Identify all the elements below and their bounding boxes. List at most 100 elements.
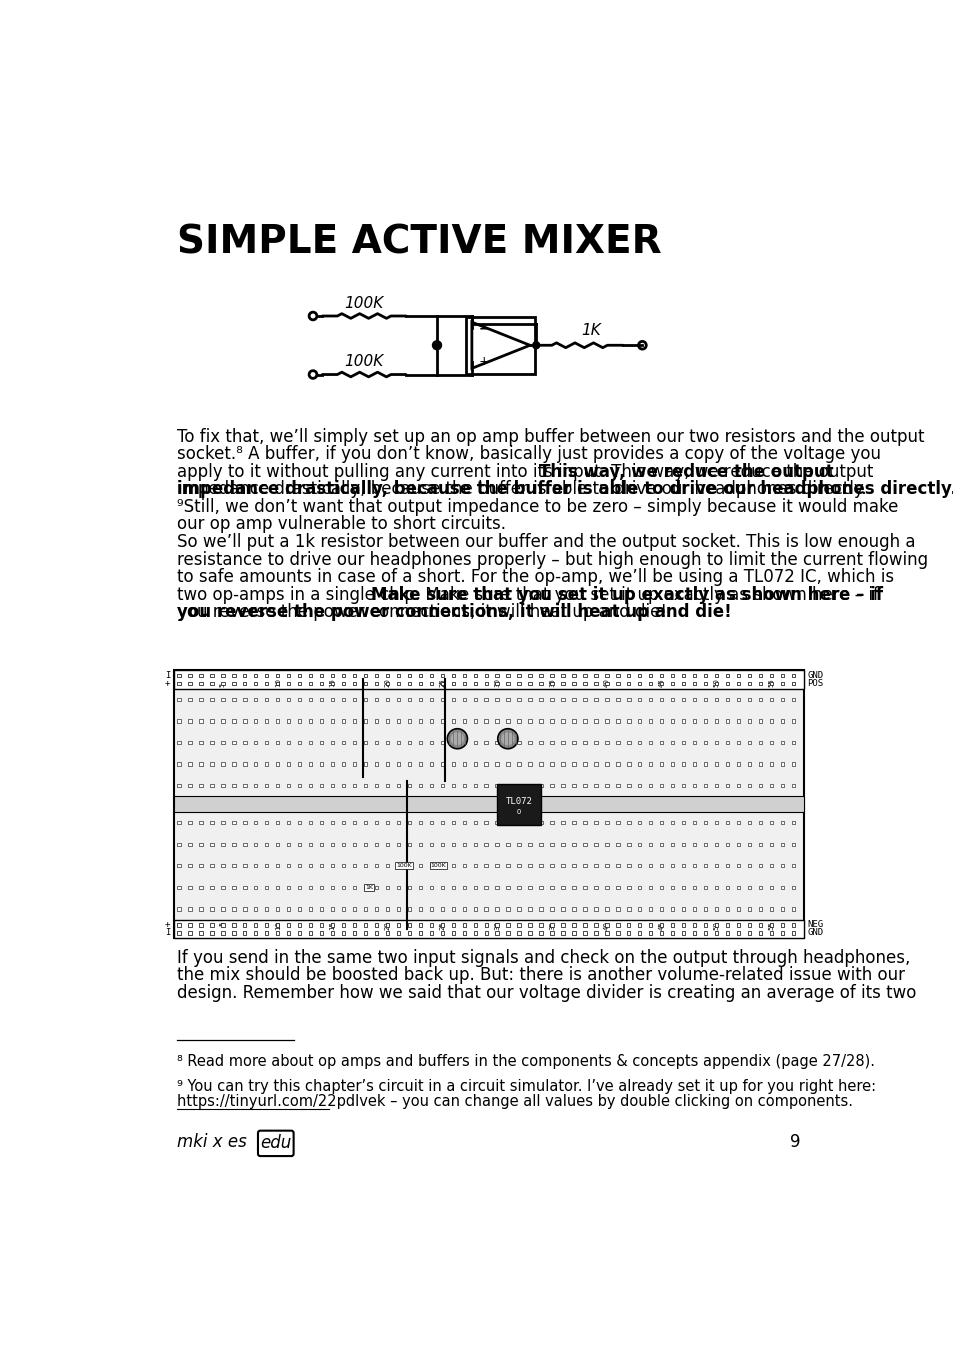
Bar [528, 821, 531, 825]
Bar [451, 886, 455, 890]
Bar [188, 907, 192, 911]
Text: edu: edu [260, 1134, 291, 1153]
Bar [232, 907, 235, 911]
Text: design. Remember how we said that our voltage divider is creating an average of : design. Remember how we said that our vo… [177, 984, 916, 1002]
Bar [604, 923, 608, 926]
Bar [188, 886, 192, 890]
Bar [484, 674, 487, 678]
Bar [582, 682, 586, 686]
Bar [550, 720, 553, 722]
Bar [440, 698, 443, 701]
Bar [484, 931, 487, 934]
Bar [736, 864, 740, 868]
Bar [188, 763, 192, 765]
Bar [692, 784, 696, 787]
Bar [714, 821, 718, 825]
Bar [440, 784, 443, 787]
Bar [440, 682, 443, 686]
Bar [199, 784, 202, 787]
Bar [528, 698, 531, 701]
Bar [396, 682, 399, 686]
Bar [528, 907, 531, 911]
Bar [177, 864, 180, 868]
Bar [319, 842, 323, 846]
Bar [210, 784, 213, 787]
Bar [703, 923, 706, 926]
Bar [265, 886, 268, 890]
Bar [232, 886, 235, 890]
Bar [484, 907, 487, 911]
Bar [681, 907, 684, 911]
Bar [582, 674, 586, 678]
Bar [199, 842, 202, 846]
Bar [319, 864, 323, 868]
Text: 20: 20 [384, 921, 390, 930]
Bar [385, 682, 389, 686]
Bar [659, 907, 662, 911]
Bar [199, 886, 202, 890]
Bar [173, 670, 803, 688]
Bar [692, 674, 696, 678]
Bar [538, 720, 542, 722]
Bar [528, 763, 531, 765]
Bar [275, 907, 279, 911]
Bar [725, 907, 728, 911]
Bar [714, 907, 718, 911]
Bar [253, 720, 257, 722]
Bar [714, 784, 718, 787]
Bar [341, 698, 345, 701]
Bar [506, 907, 509, 911]
Bar [681, 763, 684, 765]
Bar [319, 741, 323, 744]
Bar [440, 842, 443, 846]
Text: 5: 5 [219, 683, 226, 687]
Bar [188, 931, 192, 934]
Bar [550, 821, 553, 825]
Text: 15: 15 [329, 678, 335, 687]
Bar [331, 741, 334, 744]
Bar [572, 763, 575, 765]
Bar [331, 720, 334, 722]
Bar [604, 720, 608, 722]
Bar [462, 674, 465, 678]
Bar [407, 886, 411, 890]
Bar [275, 682, 279, 686]
Bar [681, 886, 684, 890]
Bar [440, 763, 443, 765]
Bar [703, 674, 706, 678]
Bar [517, 674, 520, 678]
Bar [703, 886, 706, 890]
Bar [528, 864, 531, 868]
Bar [692, 682, 696, 686]
Bar [221, 923, 224, 926]
Text: SIMPLE ACTIVE MIXER: SIMPLE ACTIVE MIXER [177, 224, 661, 262]
Bar [780, 682, 783, 686]
Bar [572, 720, 575, 722]
Bar [396, 864, 399, 868]
Bar [648, 821, 652, 825]
Bar [638, 886, 640, 890]
Bar [550, 907, 553, 911]
Bar [363, 763, 367, 765]
Bar [495, 682, 498, 686]
Bar [747, 698, 750, 701]
Bar [659, 864, 662, 868]
Bar [363, 907, 367, 911]
Bar [385, 821, 389, 825]
Bar [780, 763, 783, 765]
Bar [616, 763, 618, 765]
Bar [714, 763, 718, 765]
Bar [692, 923, 696, 926]
Bar [659, 720, 662, 722]
Bar [221, 741, 224, 744]
Bar [451, 821, 455, 825]
Bar [517, 842, 520, 846]
Text: 100K: 100K [344, 354, 383, 369]
Bar [648, 784, 652, 787]
Bar [582, 698, 586, 701]
Bar [297, 923, 301, 926]
Bar [341, 907, 345, 911]
Text: 55: 55 [767, 679, 774, 687]
Text: 45: 45 [658, 921, 664, 930]
Bar [780, 842, 783, 846]
